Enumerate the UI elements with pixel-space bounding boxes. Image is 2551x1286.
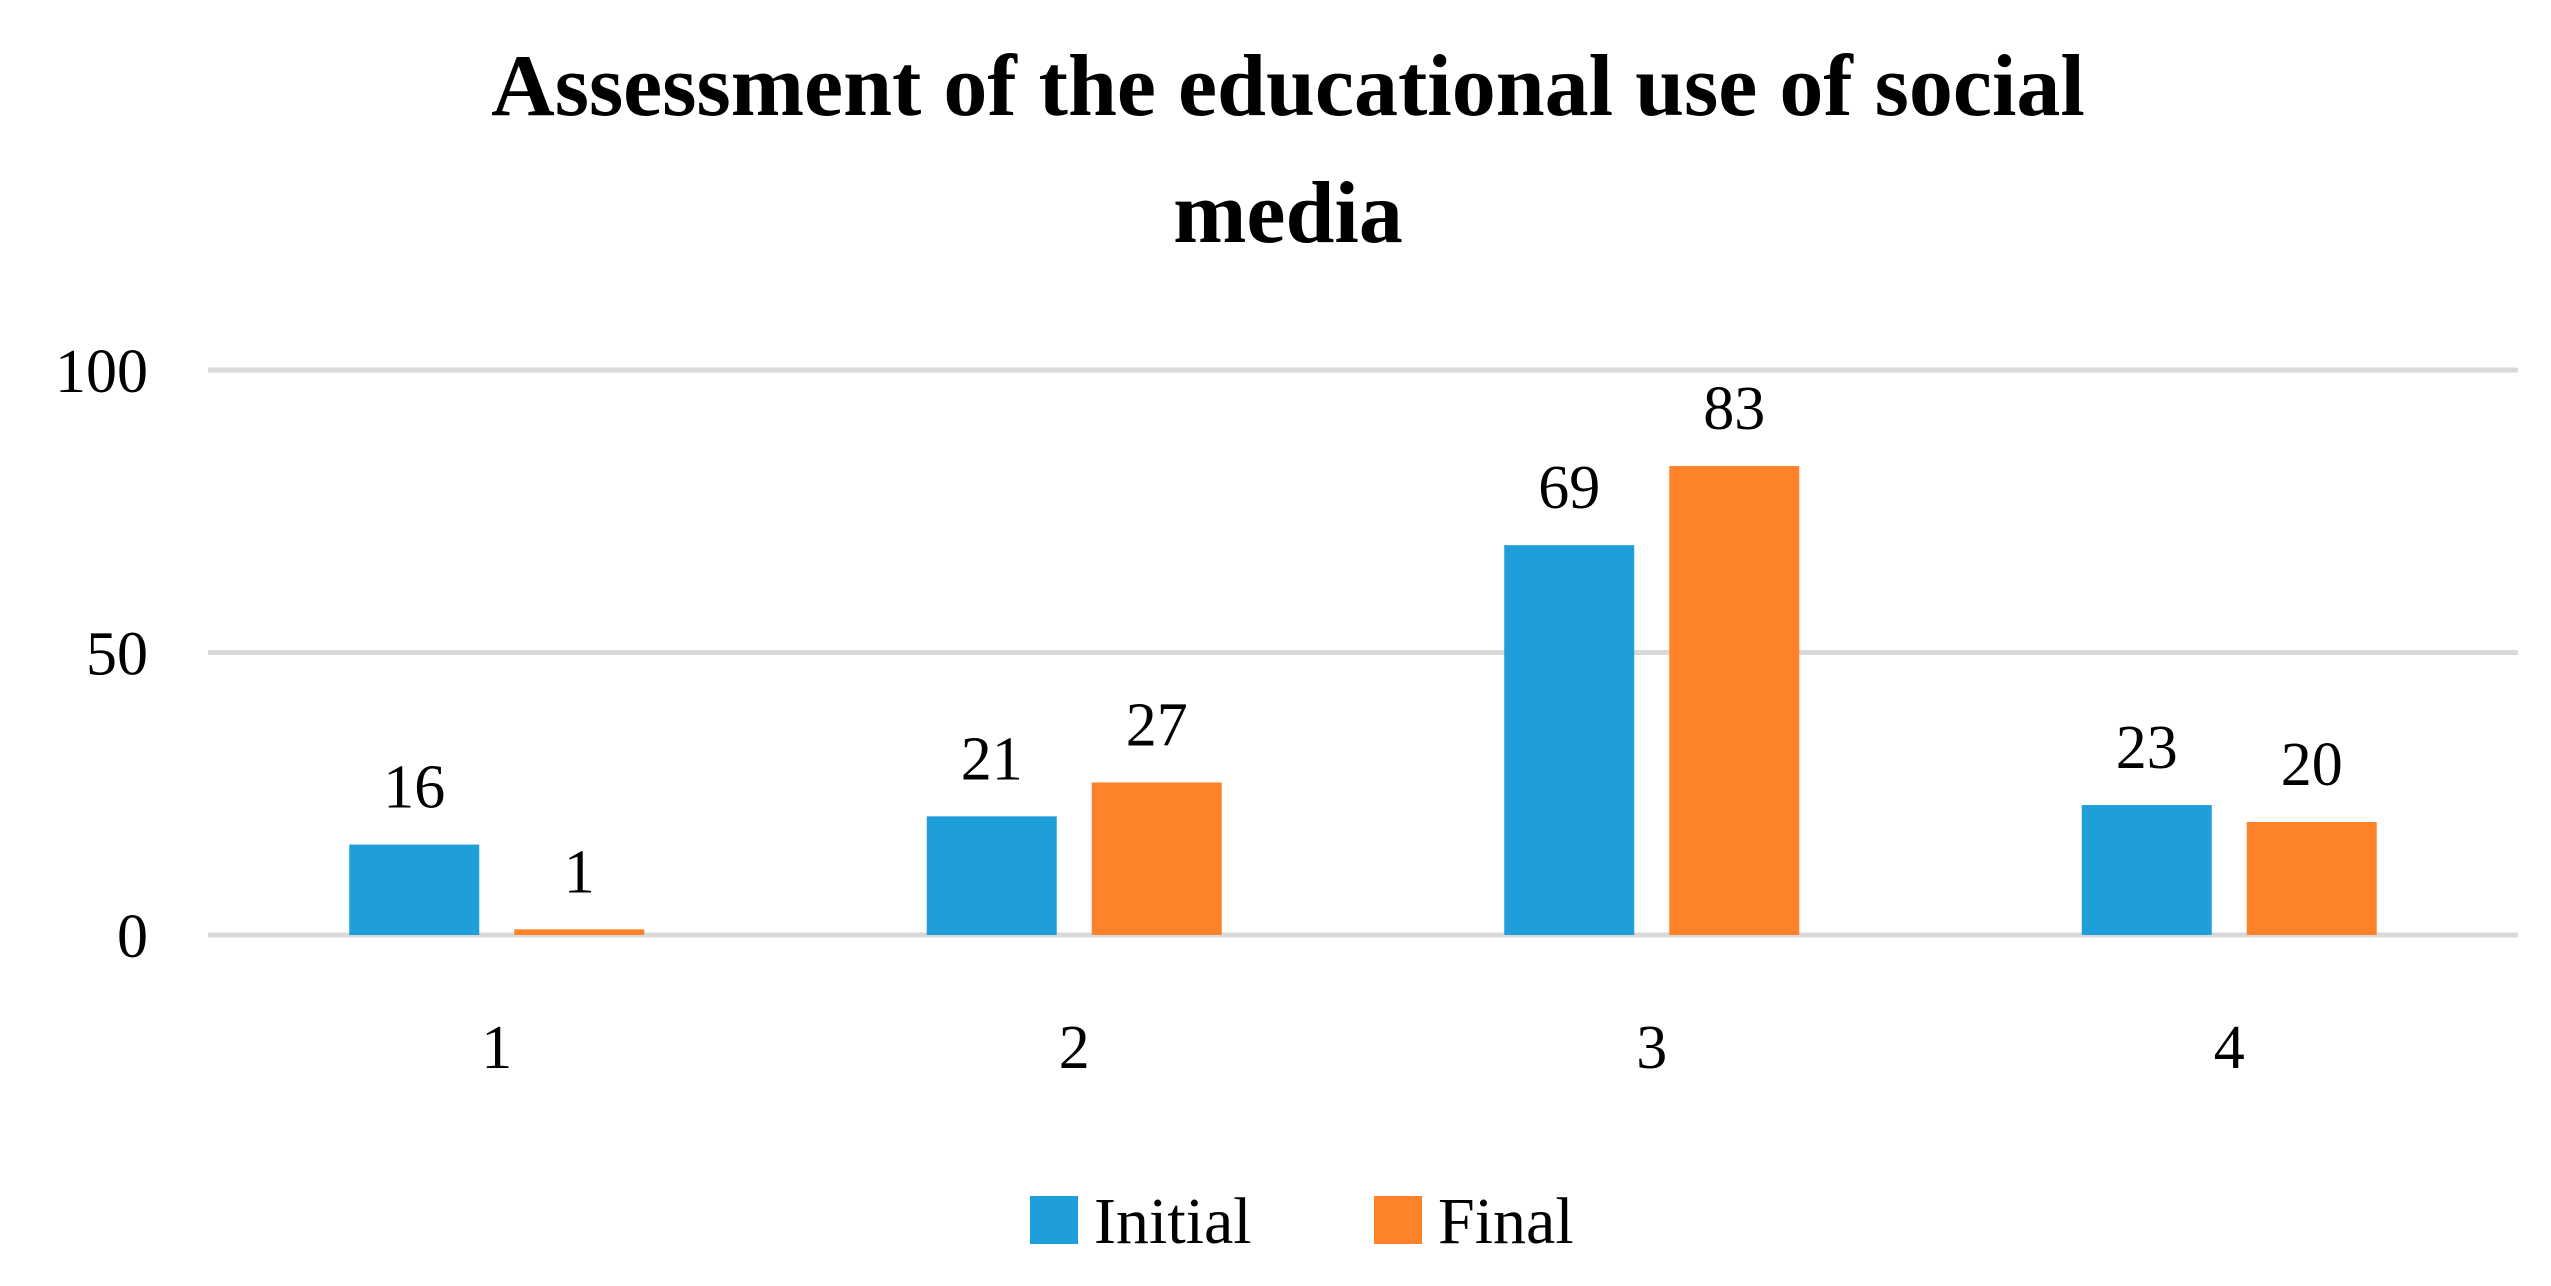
y-axis-tick-labels: 0 50 100 [55, 338, 148, 971]
x-tick-label: 2 [1059, 1014, 1090, 1082]
x-tick-label: 3 [1636, 1014, 1667, 1082]
data-label-initial-3: 69 [1538, 454, 1600, 522]
data-label-initial-1: 16 [383, 754, 445, 822]
x-axis-tick-labels: 1 2 3 4 [481, 1014, 2245, 1082]
bar-initial-1 [349, 844, 480, 935]
data-label-final-2: 27 [1126, 691, 1188, 759]
bar-final-4 [2246, 822, 2377, 935]
bar-initial-2 [926, 816, 1057, 935]
legend-label-final: Final [1438, 1185, 1574, 1258]
legend-swatch-initial [1030, 1196, 1078, 1244]
data-label-final-1: 1 [564, 838, 595, 906]
data-labels: 16 1 21 27 69 83 23 20 [383, 375, 2343, 906]
chart-title-line-2: media [1173, 165, 1403, 262]
chart-title-line-1: Assessment of the educational use of soc… [491, 38, 2085, 135]
legend-swatch-final [1374, 1196, 1422, 1244]
y-tick-label: 0 [117, 903, 148, 971]
y-tick-label: 100 [55, 338, 148, 406]
bar-final-1 [514, 929, 645, 935]
bar-final-3 [1669, 466, 1800, 935]
bar-initial-4 [2081, 805, 2212, 935]
x-tick-label: 4 [2214, 1014, 2245, 1082]
legend: Initial Final [1030, 1185, 1574, 1258]
data-label-initial-2: 21 [961, 725, 1023, 793]
x-tick-label: 1 [481, 1014, 512, 1082]
data-label-final-3: 83 [1703, 375, 1765, 443]
bar-initial-3 [1504, 545, 1635, 935]
y-tick-label: 50 [86, 621, 148, 689]
bars [349, 466, 2377, 935]
data-label-final-4: 20 [2281, 731, 2343, 799]
legend-label-initial: Initial [1094, 1185, 1252, 1258]
bar-final-2 [1091, 782, 1222, 935]
data-label-initial-4: 23 [2116, 714, 2178, 782]
